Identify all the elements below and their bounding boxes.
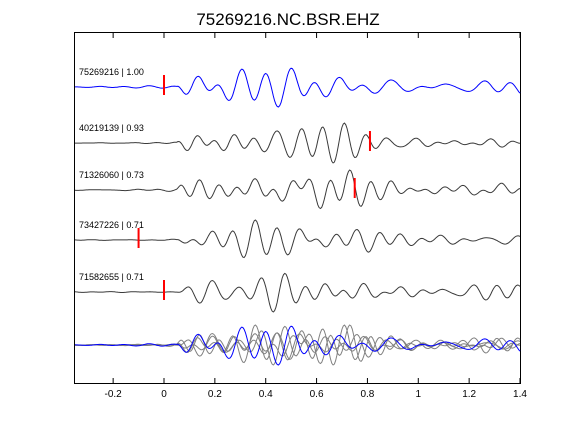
trace-label: 75269216 | 1.00 — [79, 67, 144, 77]
stack-trace — [74, 325, 521, 366]
trace-label: 71326060 | 0.73 — [79, 170, 144, 180]
plot-frame — [74, 32, 521, 384]
trace-label: 40219139 | 0.93 — [79, 123, 144, 133]
trace-71326060: 71326060 | 0.73 — [74, 169, 521, 210]
x-tick-label: 1 — [416, 389, 422, 400]
trace-line — [74, 219, 521, 259]
trace-line — [74, 169, 521, 210]
trace-label: 71582655 | 0.71 — [79, 272, 144, 282]
trace-line — [74, 272, 521, 313]
trace-group: 75269216 | 1.00 40219139 | 0.93 71326060 |… — [74, 67, 521, 313]
trace-line — [75, 67, 521, 108]
trace-label: 73427226 | 0.71 — [79, 220, 144, 230]
trace-line — [75, 122, 521, 164]
chart-title: 75269216.NC.BSR.EHZ — [196, 10, 379, 29]
trace-71582655: 71582655 | 0.71 — [74, 272, 521, 313]
x-tick-label: 0.6 — [310, 389, 324, 400]
x-axis: -0.2 0 0.2 0.4 0.6 0.8 1 1.2 1.4 — [105, 33, 527, 400]
trace-75269216: 75269216 | 1.00 — [75, 67, 521, 108]
x-tick-label: -0.2 — [105, 389, 123, 400]
stack-reference-trace — [75, 325, 521, 366]
trace-73427226: 73427226 | 0.71 — [74, 219, 521, 259]
trace-40219139: 40219139 | 0.93 — [75, 122, 521, 164]
x-tick-label: 1.2 — [462, 389, 476, 400]
x-tick-label: 1.4 — [513, 389, 527, 400]
overlay-stack — [74, 324, 521, 366]
x-tick-label: 0.4 — [259, 389, 273, 400]
x-tick-label: 0.8 — [360, 389, 374, 400]
x-tick-label: 0 — [161, 389, 167, 400]
x-tick-label: 0.2 — [208, 389, 222, 400]
